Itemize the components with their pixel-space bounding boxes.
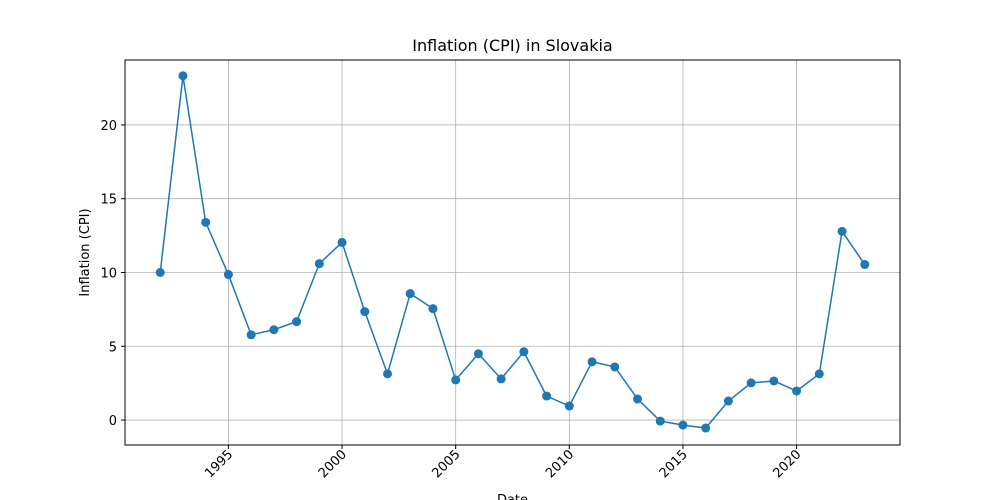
point	[701, 423, 711, 433]
point	[860, 260, 870, 270]
y-tick-label: 20	[100, 119, 117, 134]
point	[655, 416, 665, 426]
chart-title: Inflation (CPI) in Slovakia	[412, 36, 612, 55]
point	[564, 401, 574, 411]
point	[314, 259, 324, 269]
point	[360, 307, 370, 317]
point	[610, 362, 620, 372]
point	[292, 317, 302, 327]
point	[769, 376, 779, 386]
point	[792, 386, 802, 396]
point	[473, 349, 483, 359]
point	[269, 325, 279, 335]
point	[837, 226, 847, 236]
y-axis-label: Inflation (CPI)	[78, 208, 93, 296]
point	[587, 357, 597, 367]
x-axis-label: Date	[497, 493, 528, 500]
point	[428, 304, 438, 314]
point	[496, 374, 506, 384]
y-tick-label: 10	[100, 266, 117, 281]
plot-frame	[124, 59, 901, 446]
y-tick-label: 0	[109, 414, 117, 429]
y-tick-label: 5	[109, 340, 117, 355]
point	[246, 330, 256, 340]
point	[155, 267, 165, 277]
point	[337, 237, 347, 247]
y-tick-label: 15	[100, 193, 117, 208]
point	[633, 394, 642, 404]
point	[451, 375, 461, 385]
point	[746, 378, 756, 388]
point	[405, 289, 415, 299]
point	[519, 347, 529, 357]
point	[542, 391, 552, 401]
point	[723, 396, 733, 406]
point	[383, 369, 392, 379]
point	[201, 217, 211, 227]
point	[814, 369, 824, 379]
point	[223, 270, 233, 280]
point	[178, 71, 188, 81]
point	[678, 420, 688, 430]
